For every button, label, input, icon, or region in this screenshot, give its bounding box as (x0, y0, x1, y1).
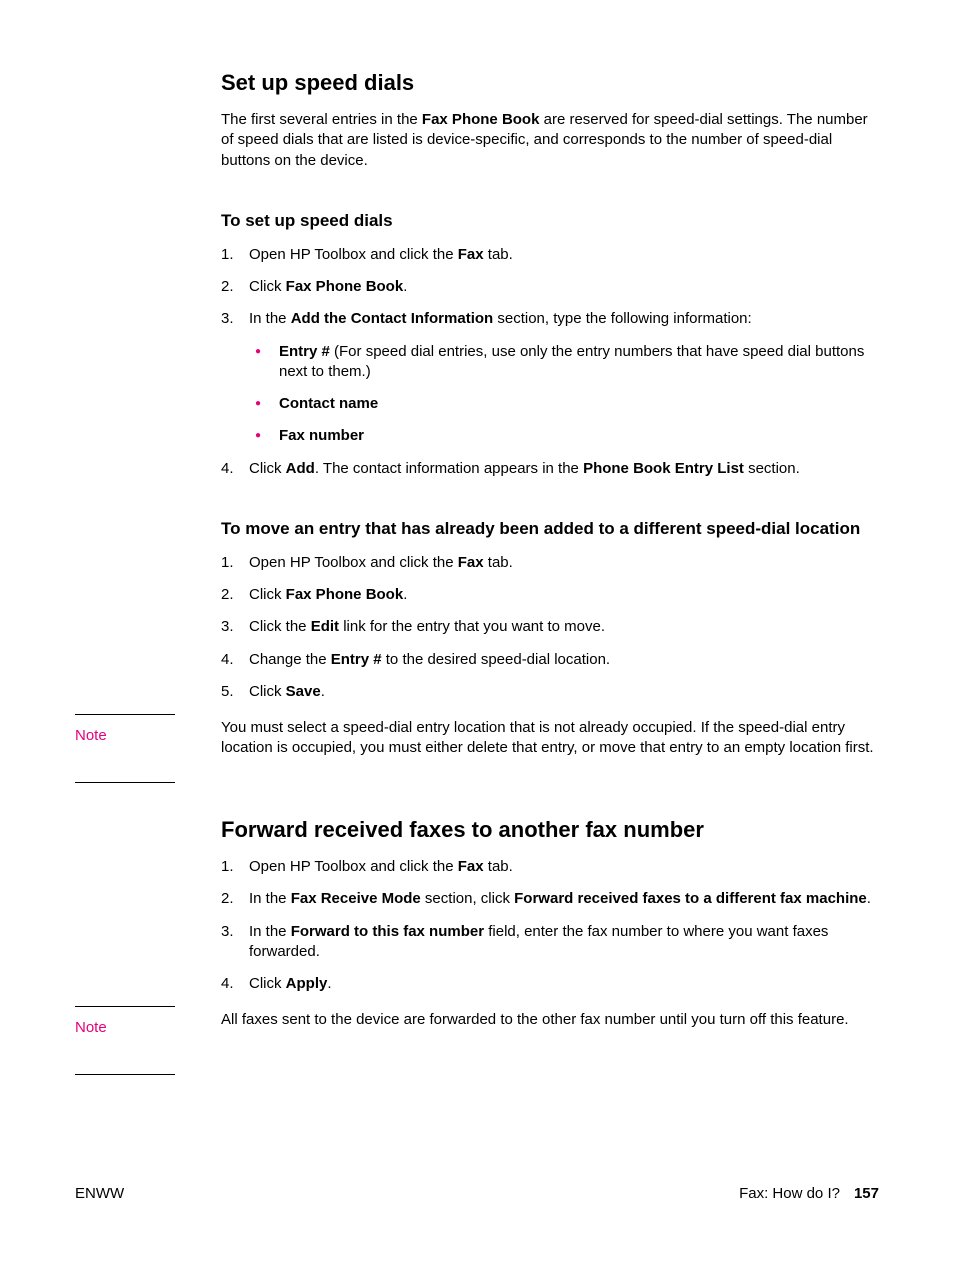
text-bold: Apply (286, 975, 328, 992)
text-bold: Add the Contact Information (291, 310, 494, 327)
steps-list: Open HP Toolbox and click the Fax tab. C… (221, 245, 879, 479)
text-bold: Add (286, 460, 315, 477)
step-item: Open HP Toolbox and click the Fax tab. (221, 245, 879, 265)
step-item: Click Fax Phone Book. (221, 277, 879, 297)
step-item: Click Fax Phone Book. (221, 585, 879, 605)
step-item: Click Save. (221, 682, 879, 702)
text: tab. (484, 858, 513, 875)
text: Click the (249, 618, 311, 635)
text: The first several entries in the (221, 111, 422, 128)
text-bold: Fax (458, 554, 484, 571)
text: (For speed dial entries, use only the en… (279, 343, 864, 380)
footer-left: ENWW (75, 1185, 124, 1202)
text: Open HP Toolbox and click the (249, 246, 458, 263)
note-label: Note (75, 714, 175, 783)
text-bold: Contact name (279, 395, 378, 412)
bullet-item: Entry # (For speed dial entries, use onl… (249, 342, 879, 383)
note-block: Note You must select a speed-dial entry … (75, 714, 879, 783)
text: Click (249, 278, 286, 295)
text: Open HP Toolbox and click the (249, 554, 458, 571)
step-item: In the Add the Contact Information secti… (221, 309, 879, 446)
step-item: Click Add. The contact information appea… (221, 459, 879, 479)
step-item: Open HP Toolbox and click the Fax tab. (221, 553, 879, 573)
text-bold: Fax Receive Mode (291, 890, 421, 907)
text: section, type the following information: (493, 310, 751, 327)
text: tab. (484, 554, 513, 571)
intro-paragraph: The first several entries in the Fax Pho… (221, 110, 879, 171)
page-footer: ENWW Fax: How do I? 157 (75, 1185, 879, 1202)
steps-list: Open HP Toolbox and click the Fax tab. I… (221, 857, 879, 994)
note-body: You must select a speed-dial entry locat… (221, 714, 879, 783)
text: Click (249, 460, 286, 477)
footer-section-title: Fax: How do I? (739, 1185, 840, 1202)
step-item: In the Fax Receive Mode section, click F… (221, 889, 879, 909)
text-bold: Fax number (279, 427, 364, 444)
text-bold: Fax Phone Book (422, 111, 540, 128)
text: Click (249, 975, 286, 992)
section-heading: Set up speed dials (221, 70, 879, 96)
note-label: Note (75, 1006, 175, 1075)
note-block: Note All faxes sent to the device are fo… (75, 1006, 879, 1075)
sub-bullet-list: Entry # (For speed dial entries, use onl… (249, 342, 879, 447)
text: section, click (421, 890, 514, 907)
text: In the (249, 310, 291, 327)
text-bold: Fax (458, 246, 484, 263)
text: . (403, 278, 407, 295)
steps-list: Open HP Toolbox and click the Fax tab. C… (221, 553, 879, 702)
note-body: All faxes sent to the device are forward… (221, 1006, 879, 1075)
step-item: Click the Edit link for the entry that y… (221, 617, 879, 637)
text: Click (249, 586, 286, 603)
text-bold: Forward received faxes to a different fa… (514, 890, 867, 907)
text-bold: Edit (311, 618, 339, 635)
step-item: In the Forward to this fax number field,… (221, 922, 879, 963)
text-bold: Entry # (331, 651, 382, 668)
text: In the (249, 890, 291, 907)
text: . (327, 975, 331, 992)
footer-right: Fax: How do I? 157 (739, 1185, 879, 1202)
text: . (321, 683, 325, 700)
text: to the desired speed-dial location. (382, 651, 610, 668)
text-bold: Fax (458, 858, 484, 875)
step-item: Open HP Toolbox and click the Fax tab. (221, 857, 879, 877)
text-bold: Save (286, 683, 321, 700)
text: section. (744, 460, 800, 477)
text-bold: Forward to this fax number (291, 923, 484, 940)
text-bold: Fax Phone Book (286, 586, 404, 603)
step-item: Change the Entry # to the desired speed-… (221, 650, 879, 670)
text: link for the entry that you want to move… (339, 618, 605, 635)
text: tab. (484, 246, 513, 263)
text: . (403, 586, 407, 603)
text: Change the (249, 651, 331, 668)
section-heading: Forward received faxes to another fax nu… (221, 817, 879, 843)
bullet-item: Contact name (249, 394, 879, 414)
text: . The contact information appears in the (315, 460, 583, 477)
page-number: 157 (854, 1185, 879, 1202)
text: Open HP Toolbox and click the (249, 858, 458, 875)
text-bold: Phone Book Entry List (583, 460, 744, 477)
text: . (867, 890, 871, 907)
subsection-heading: To set up speed dials (221, 211, 879, 231)
text-bold: Fax Phone Book (286, 278, 404, 295)
text: In the (249, 923, 291, 940)
subsection-heading: To move an entry that has already been a… (221, 519, 879, 539)
text: Click (249, 683, 286, 700)
bullet-item: Fax number (249, 426, 879, 446)
text-bold: Entry # (279, 343, 330, 360)
step-item: Click Apply. (221, 974, 879, 994)
